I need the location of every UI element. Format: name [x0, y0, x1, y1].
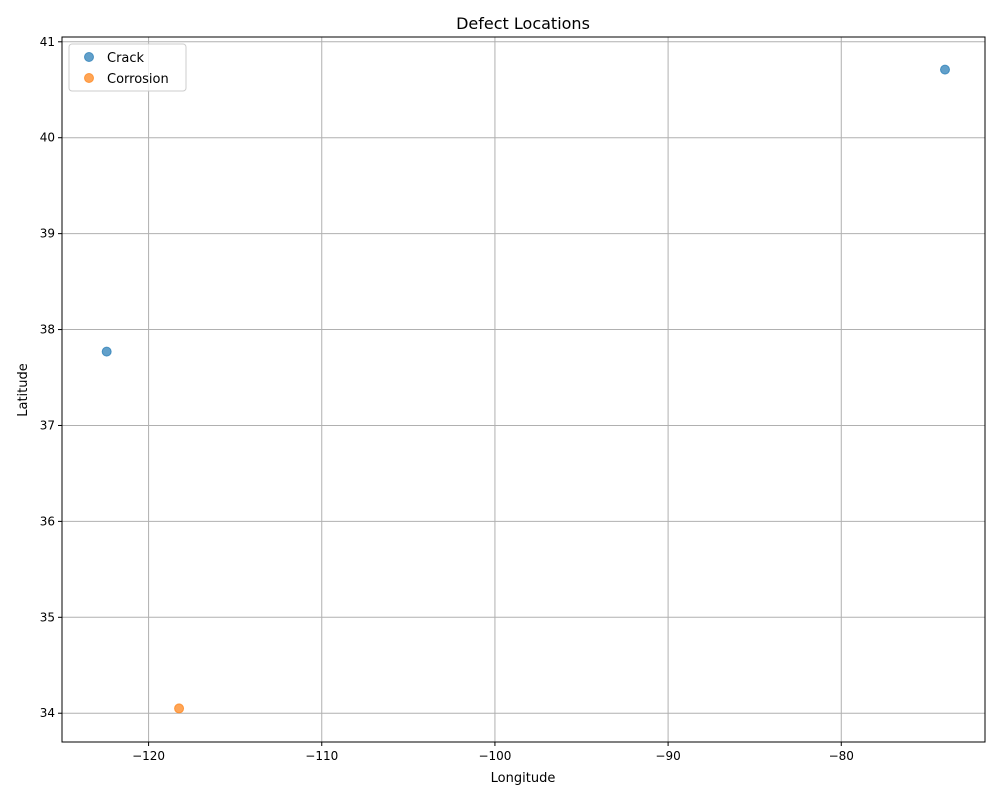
x-tick-label: −90 — [655, 749, 680, 763]
y-tick-label: 37 — [40, 418, 55, 432]
data-point-crack — [101, 346, 112, 357]
legend: Crack Corrosion — [68, 43, 187, 92]
x-tick-label: −80 — [829, 749, 854, 763]
data-point-crack — [939, 64, 950, 75]
data-point-corrosion — [174, 703, 185, 714]
grid-layer — [62, 37, 985, 742]
y-axis-label: Latitude — [16, 363, 31, 417]
x-axis-label: Longitude — [491, 771, 556, 786]
chart-title: Defect Locations — [456, 14, 590, 33]
legend-marker-corrosion — [84, 73, 94, 83]
y-tick-label: 39 — [40, 227, 55, 241]
y-tick-label: 35 — [40, 610, 55, 624]
y-tick-label: 38 — [40, 323, 55, 337]
axes-frame — [61, 36, 986, 743]
y-tick-label: 34 — [40, 706, 55, 720]
y-tick-label: 41 — [40, 35, 55, 49]
y-tick-label: 40 — [40, 131, 55, 145]
ticks-layer: −120 −110 −100 −90 −80 34 35 36 37 38 39 40 41 — [40, 35, 854, 763]
x-tick-label: −110 — [305, 749, 338, 763]
points-layer — [101, 64, 950, 714]
legend-label-crack: Crack — [107, 51, 145, 66]
x-tick-label: −100 — [478, 749, 511, 763]
legend-box — [68, 43, 187, 92]
legend-marker-crack — [84, 52, 94, 62]
y-tick-label: 36 — [40, 514, 55, 528]
x-tick-label: −120 — [132, 749, 165, 763]
legend-label-corrosion: Corrosion — [107, 72, 169, 87]
